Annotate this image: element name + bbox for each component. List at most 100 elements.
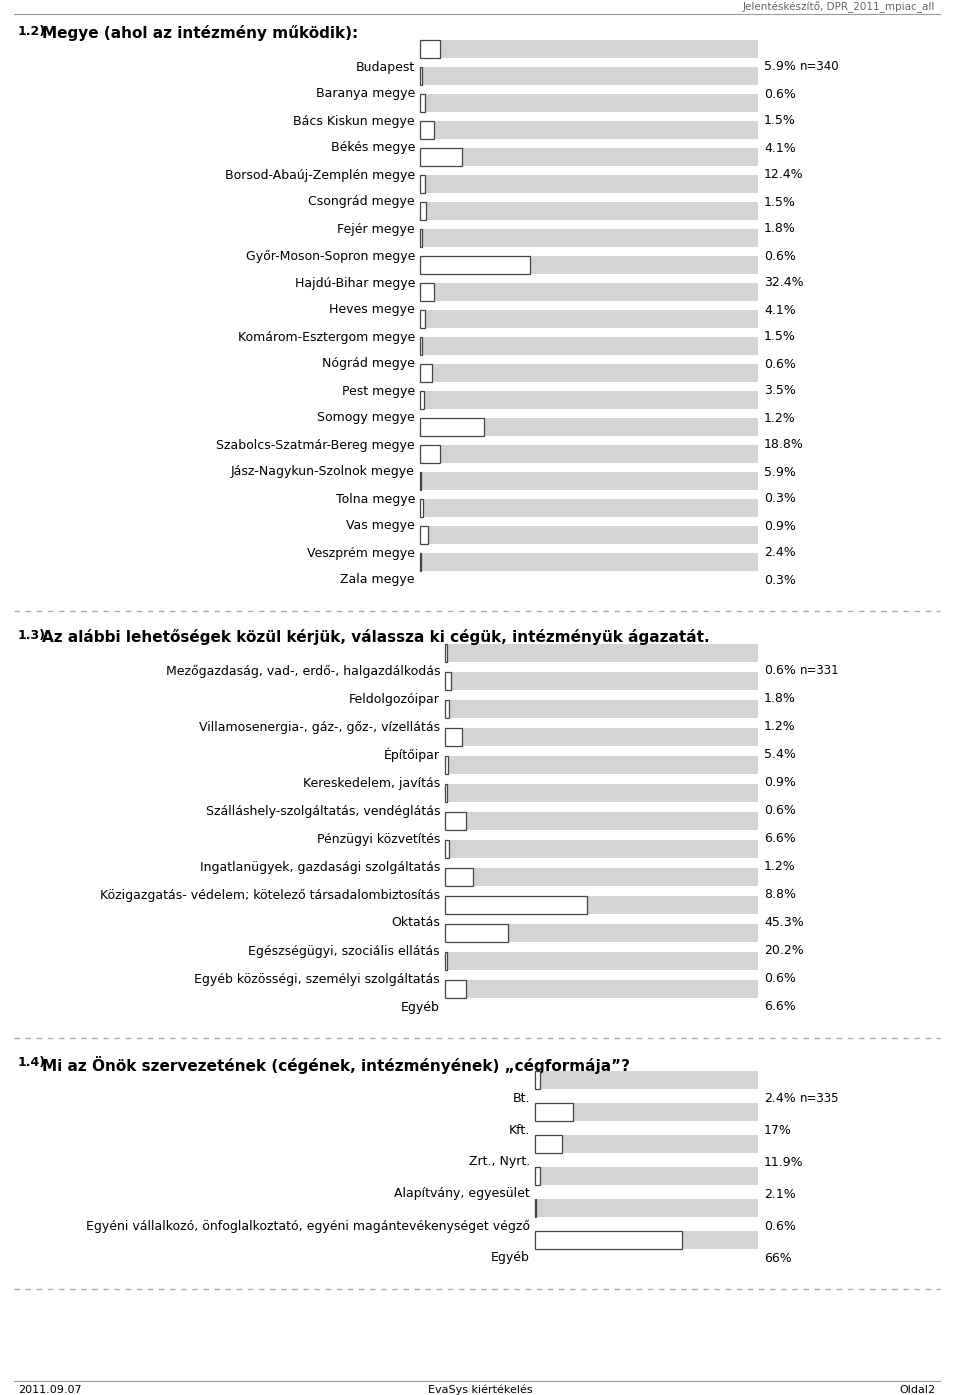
Text: Közigazgatás- védelem; kötelező társadalombiztosítás: Közigazgatás- védelem; kötelező társadal… (100, 889, 440, 901)
Bar (420, 552, 758, 571)
Text: 0.6%: 0.6% (764, 250, 796, 262)
Text: Nógrád megye: Nógrád megye (323, 357, 415, 371)
Text: 45.3%: 45.3% (764, 917, 804, 929)
Text: 6.6%: 6.6% (764, 1000, 796, 1014)
Bar (420, 418, 484, 437)
Text: Egyéb: Egyéb (492, 1251, 530, 1264)
Text: 1.5%: 1.5% (764, 331, 796, 343)
Bar (445, 840, 448, 858)
Text: Jász-Nagykun-Szolnok megye: Jász-Nagykun-Szolnok megye (231, 466, 415, 478)
Text: Mezőgazdaság, vad-, erdő-, halgazdálkodás: Mezőgazdaság, vad-, erdő-, halgazdálkodá… (165, 664, 440, 678)
Text: 1.2): 1.2) (18, 25, 46, 38)
Text: 17%: 17% (764, 1123, 792, 1137)
Text: Pest megye: Pest megye (342, 385, 415, 398)
Text: Vas megye: Vas megye (347, 519, 415, 533)
Text: 1.4): 1.4) (18, 1056, 46, 1069)
Bar (535, 1230, 683, 1249)
Bar (420, 338, 422, 354)
Text: 0.9%: 0.9% (764, 777, 796, 790)
Text: Oktatás: Oktatás (391, 917, 440, 929)
Text: Tolna megye: Tolna megye (336, 492, 415, 505)
Text: Baranya megye: Baranya megye (316, 88, 415, 100)
Bar (420, 391, 424, 409)
Bar (420, 364, 432, 382)
Text: 0.6%: 0.6% (764, 972, 796, 985)
Text: Fejér megye: Fejér megye (337, 222, 415, 236)
Bar (420, 202, 426, 220)
Text: 4.1%: 4.1% (764, 304, 796, 317)
Text: 5.9%: 5.9% (764, 466, 796, 478)
Bar (445, 700, 758, 718)
Text: 1.2%: 1.2% (764, 861, 796, 873)
Text: 6.6%: 6.6% (764, 833, 796, 845)
Bar (445, 923, 758, 942)
Bar (535, 1071, 540, 1089)
Bar (445, 728, 462, 746)
Bar (420, 93, 758, 112)
Text: Kft.: Kft. (509, 1123, 530, 1137)
Text: n=340: n=340 (800, 60, 840, 74)
Text: Kereskedelem, javítás: Kereskedelem, javítás (302, 777, 440, 790)
Bar (420, 552, 421, 571)
Bar (420, 472, 758, 490)
Bar (535, 1198, 758, 1216)
Bar (535, 1230, 758, 1249)
Bar (420, 202, 758, 220)
Bar (420, 499, 758, 518)
Text: 3.5%: 3.5% (764, 385, 796, 398)
Bar (535, 1168, 540, 1184)
Text: Oldal2: Oldal2 (899, 1385, 935, 1395)
Text: Budapest: Budapest (356, 60, 415, 74)
Text: 4.1%: 4.1% (764, 141, 796, 155)
Text: 2011.09.07: 2011.09.07 (18, 1385, 82, 1395)
Bar (445, 923, 508, 942)
Bar (445, 840, 758, 858)
Text: Mi az Önök szervezetének (cégének, intézményének) „cégformája”?: Mi az Önök szervezetének (cégének, intéz… (42, 1056, 630, 1074)
Text: Hajdú-Bihar megye: Hajdú-Bihar megye (295, 276, 415, 290)
Text: 32.4%: 32.4% (764, 276, 804, 290)
Text: n=335: n=335 (800, 1091, 839, 1105)
Text: Zrt., Nyrt.: Zrt., Nyrt. (468, 1155, 530, 1169)
Text: 0.6%: 0.6% (764, 805, 796, 817)
Bar (535, 1136, 562, 1154)
Text: Csongrád megye: Csongrád megye (308, 195, 415, 208)
Text: 0.6%: 0.6% (764, 1219, 796, 1233)
Bar (445, 756, 758, 774)
Bar (420, 67, 422, 85)
Text: Jelentéskészítő, DPR_2011_mpiac_all: Jelentéskészítő, DPR_2011_mpiac_all (743, 1, 935, 13)
Bar (420, 283, 758, 301)
Bar (445, 896, 758, 914)
Bar (445, 868, 472, 886)
Bar (420, 40, 440, 59)
Text: EvaSys kiértékelés: EvaSys kiértékelés (428, 1385, 532, 1395)
Bar (445, 672, 450, 691)
Text: 2.4%: 2.4% (764, 547, 796, 559)
Text: 0.3%: 0.3% (764, 492, 796, 505)
Bar (420, 364, 758, 382)
Text: 0.3%: 0.3% (764, 573, 796, 586)
Text: Alapítvány, egyesület: Alapítvány, egyesület (395, 1187, 530, 1201)
Bar (420, 526, 758, 544)
Text: 12.4%: 12.4% (764, 169, 804, 181)
Bar (420, 499, 423, 518)
Text: 0.6%: 0.6% (764, 357, 796, 371)
Text: Szabolcs-Szatmár-Bereg megye: Szabolcs-Szatmár-Bereg megye (216, 438, 415, 452)
Bar (445, 868, 758, 886)
Text: 1.5%: 1.5% (764, 195, 796, 208)
Bar (420, 229, 422, 247)
Text: Bt.: Bt. (513, 1091, 530, 1105)
Bar (445, 728, 758, 746)
Bar (535, 1071, 758, 1089)
Text: n=331: n=331 (800, 664, 840, 678)
Text: Szálláshely-szolgáltatás, vendéglátás: Szálláshely-szolgáltatás, vendéglátás (205, 805, 440, 817)
Bar (445, 812, 758, 830)
Text: Veszprém megye: Veszprém megye (307, 547, 415, 559)
Text: 1.8%: 1.8% (764, 222, 796, 236)
Text: Az alábbi lehetőségek közül kérjük, válassza ki cégük, intézményük ágazatát.: Az alábbi lehetőségek közül kérjük, vála… (42, 629, 709, 644)
Bar (445, 644, 446, 663)
Bar (420, 174, 425, 193)
Bar (420, 418, 758, 437)
Bar (535, 1103, 573, 1122)
Text: Somogy megye: Somogy megye (317, 412, 415, 424)
Bar (420, 257, 758, 273)
